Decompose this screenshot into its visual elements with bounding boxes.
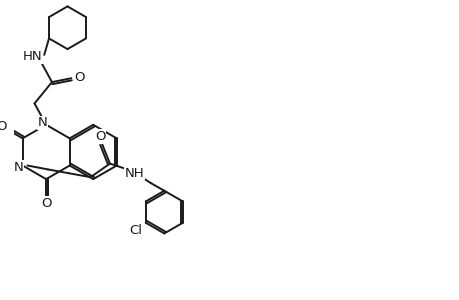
Text: O: O <box>41 197 51 210</box>
Text: N: N <box>37 116 47 129</box>
Text: O: O <box>74 71 84 84</box>
Text: HN: HN <box>22 50 42 63</box>
Text: O: O <box>0 120 7 133</box>
Text: N: N <box>14 161 23 174</box>
Text: NH: NH <box>124 167 144 180</box>
Text: Cl: Cl <box>129 224 142 237</box>
Text: O: O <box>95 130 105 143</box>
